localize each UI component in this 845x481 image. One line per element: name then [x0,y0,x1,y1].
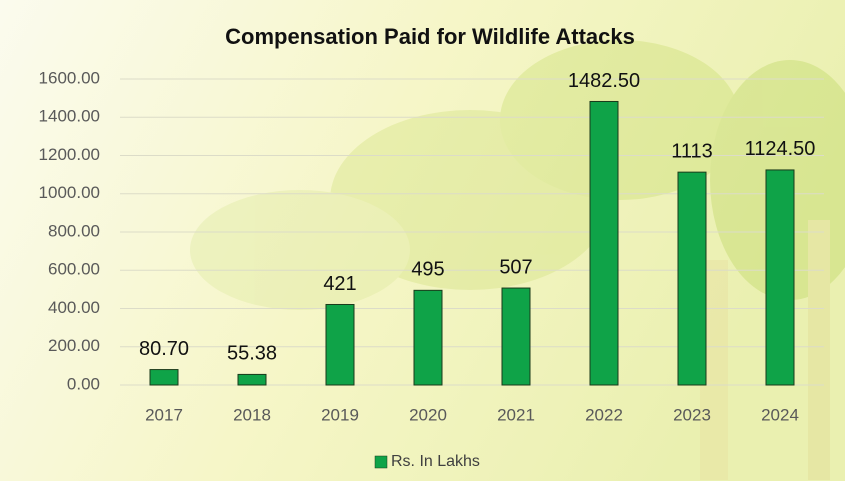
x-tick-label: 2024 [761,405,799,424]
tree-decoration [190,40,845,480]
y-tick-label: 1400.00 [39,107,100,126]
legend-swatch [374,455,388,469]
bar [765,169,795,386]
chart-title: Compensation Paid for Wildlife Attacks [225,24,635,49]
value-label: 55.38 [227,343,277,365]
y-tick-label: 1600.00 [39,68,100,87]
x-tick-label: 2019 [321,405,359,424]
bar [589,100,619,386]
y-tick-label: 400.00 [48,298,100,317]
y-tick-label: 1200.00 [39,145,100,164]
x-tick-label: 2021 [497,405,535,424]
x-tick-label: 2020 [409,405,447,424]
x-tick-label: 2017 [145,405,183,424]
x-tick-label: 2018 [233,405,271,424]
y-tick-label: 600.00 [48,260,100,279]
x-tick-label: 2022 [585,405,623,424]
bar [677,171,707,386]
value-label: 1124.50 [745,138,816,160]
value-label: 421 [323,273,356,295]
y-tick-label: 1000.00 [39,183,100,202]
bar [501,287,531,386]
value-label: 1482.50 [568,70,640,92]
y-tick-label: 0.00 [67,374,100,393]
bar [149,369,179,386]
bar [413,289,443,386]
value-label: 80.70 [139,338,189,360]
bar [237,373,267,386]
value-label: 1113 [671,140,713,162]
bar [325,303,355,386]
y-tick-label: 200.00 [48,336,100,355]
y-tick-label: 800.00 [48,221,100,240]
legend-label: Rs. In Lakhs [391,453,480,470]
value-label: 495 [411,259,444,281]
x-tick-label: 2023 [673,405,711,424]
value-label: 507 [499,256,532,278]
